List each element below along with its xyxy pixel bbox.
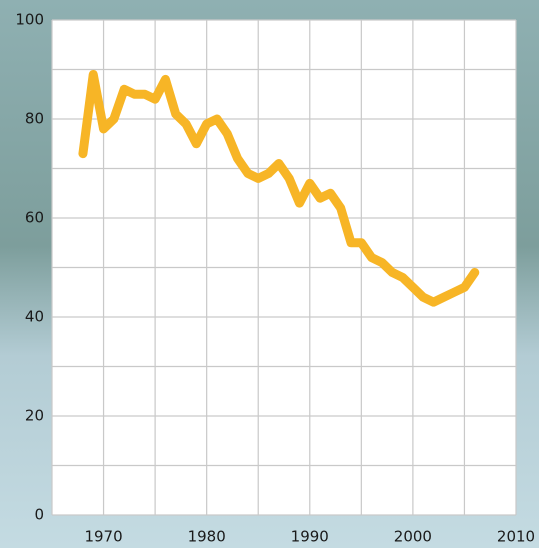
y-tick-label: 0 (34, 506, 44, 524)
x-tick-label: 1990 (291, 528, 329, 546)
x-tick-label: 1980 (188, 528, 226, 546)
data-line (78, 69, 480, 307)
x-tick-label: 2010 (497, 528, 535, 546)
x-tick-label: 2000 (394, 528, 432, 546)
y-tick-label: 100 (15, 11, 44, 29)
y-tick-label: 80 (25, 110, 44, 128)
x-tick-label: 1970 (84, 528, 122, 546)
marks (78, 69, 480, 307)
y-tick-label: 60 (25, 209, 44, 227)
y-tick-label: 20 (25, 407, 44, 425)
y-tick-label: 40 (25, 308, 44, 326)
